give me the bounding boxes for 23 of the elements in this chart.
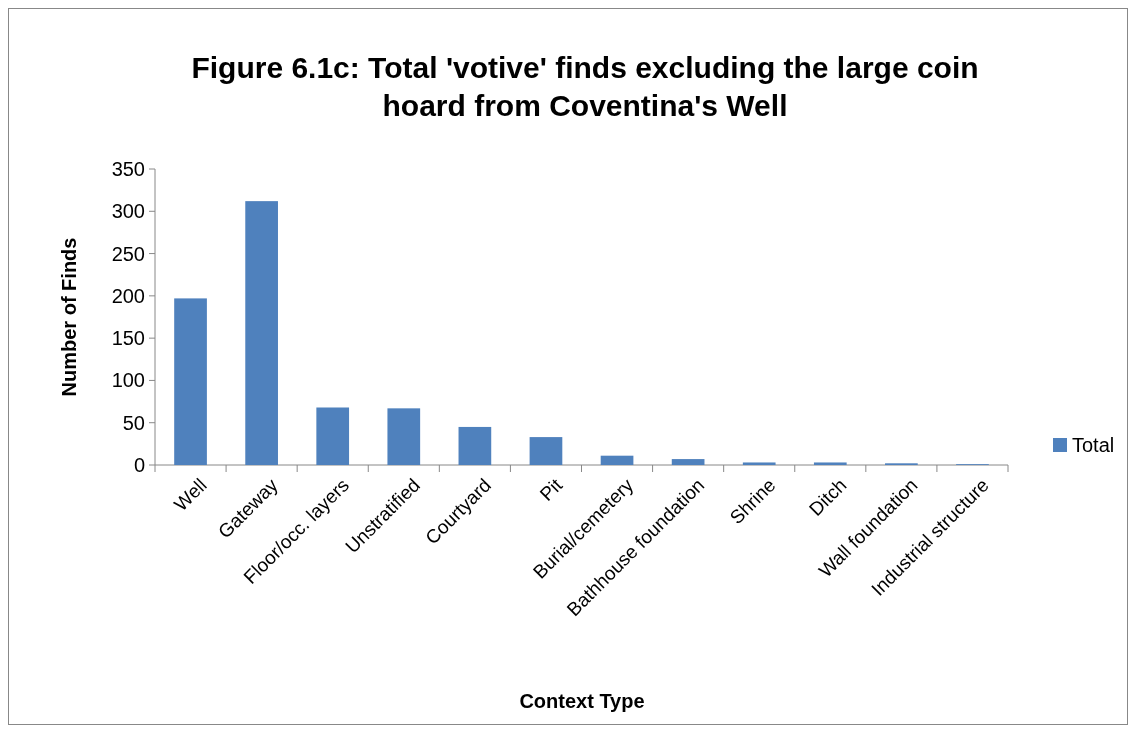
y-tick-label: 350: [111, 158, 145, 180]
x-axis-title: Context Type: [519, 690, 645, 712]
bar: [174, 298, 207, 465]
y-tick-label: 200: [111, 284, 145, 307]
bar: [600, 455, 634, 465]
bar: [387, 408, 421, 465]
y-tick-label: 150: [111, 327, 145, 350]
bar: [529, 437, 563, 465]
bar: [458, 426, 492, 465]
bar: [671, 459, 705, 465]
y-tick-label: 50: [122, 411, 145, 434]
bar: [813, 462, 847, 465]
bar: [245, 201, 278, 465]
y-tick-label: 300: [111, 200, 145, 223]
legend-label: Total: [1072, 434, 1115, 456]
y-tick-label: 0: [133, 454, 145, 476]
y-tick-label: 250: [111, 242, 145, 265]
chart-title: Figure 6.1c: Total 'votive' finds excluding the large coin hoard from Coventina's Well: [191, 51, 979, 122]
bar: [742, 462, 776, 465]
x-tick-label: Well: [170, 474, 211, 516]
y-tick-label: 100: [111, 369, 145, 392]
y-axis-title: Number of Finds: [58, 237, 80, 397]
bar: [316, 407, 350, 465]
